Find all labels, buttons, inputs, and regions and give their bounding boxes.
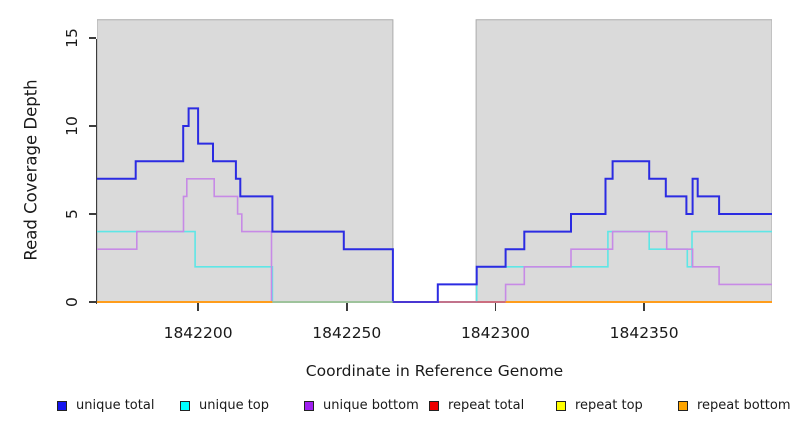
- y-axis-tick: [89, 213, 96, 215]
- legend-swatch-icon: [556, 400, 566, 411]
- legend-label: repeat bottom: [697, 398, 791, 413]
- x-axis-tick: [346, 303, 348, 311]
- x-axis-tick-label: 1842350: [609, 324, 679, 342]
- y-axis-tick-label: 15: [63, 28, 81, 48]
- y-axis-tick: [89, 301, 96, 303]
- x-axis-tick: [643, 303, 645, 311]
- y-axis-tick: [89, 37, 96, 39]
- legend-item-repeat-top: repeat top: [556, 398, 643, 413]
- legend-label: unique bottom: [323, 398, 419, 413]
- x-axis-tick-label: 1842300: [460, 324, 530, 342]
- legend-label: unique total: [76, 398, 155, 413]
- legend-item-unique-total: unique total: [57, 398, 154, 413]
- legend: unique total unique top unique bottom repea…: [0, 398, 792, 420]
- chart-canvas: [96, 19, 773, 303]
- legend-swatch-icon: [304, 400, 314, 411]
- legend-label: repeat total: [448, 398, 525, 413]
- legend-swatch-icon: [678, 400, 688, 411]
- y-axis-tick-label: 0: [63, 297, 81, 307]
- legend-item-repeat-total: repeat total: [429, 398, 524, 413]
- y-axis-line: [95, 38, 97, 304]
- legend-swatch-icon: [57, 400, 67, 411]
- legend-label: unique top: [199, 398, 270, 413]
- y-axis-tick: [89, 125, 96, 127]
- x-axis-tick: [494, 303, 497, 311]
- legend-item-repeat-bottom: repeat bottom: [678, 398, 791, 413]
- y-axis-title: Read Coverage Depth: [21, 79, 41, 261]
- legend-swatch-icon: [429, 400, 439, 411]
- plot-area: [96, 19, 773, 303]
- x-axis-tick-label: 1842250: [312, 324, 382, 342]
- legend-item-unique-top: unique top: [180, 398, 269, 413]
- legend-label: repeat top: [575, 398, 643, 413]
- y-axis-tick-label: 10: [63, 116, 81, 136]
- y-axis-tick-label: 5: [63, 209, 81, 219]
- x-axis-tick-label: 1842200: [163, 324, 233, 342]
- series-line-unique-total: [97, 107, 772, 303]
- legend-swatch-icon: [180, 400, 190, 411]
- x-axis-title: Coordinate in Reference Genome: [305, 362, 564, 380]
- legend-item-unique-bottom: unique bottom: [304, 398, 419, 413]
- x-axis-tick: [197, 303, 199, 311]
